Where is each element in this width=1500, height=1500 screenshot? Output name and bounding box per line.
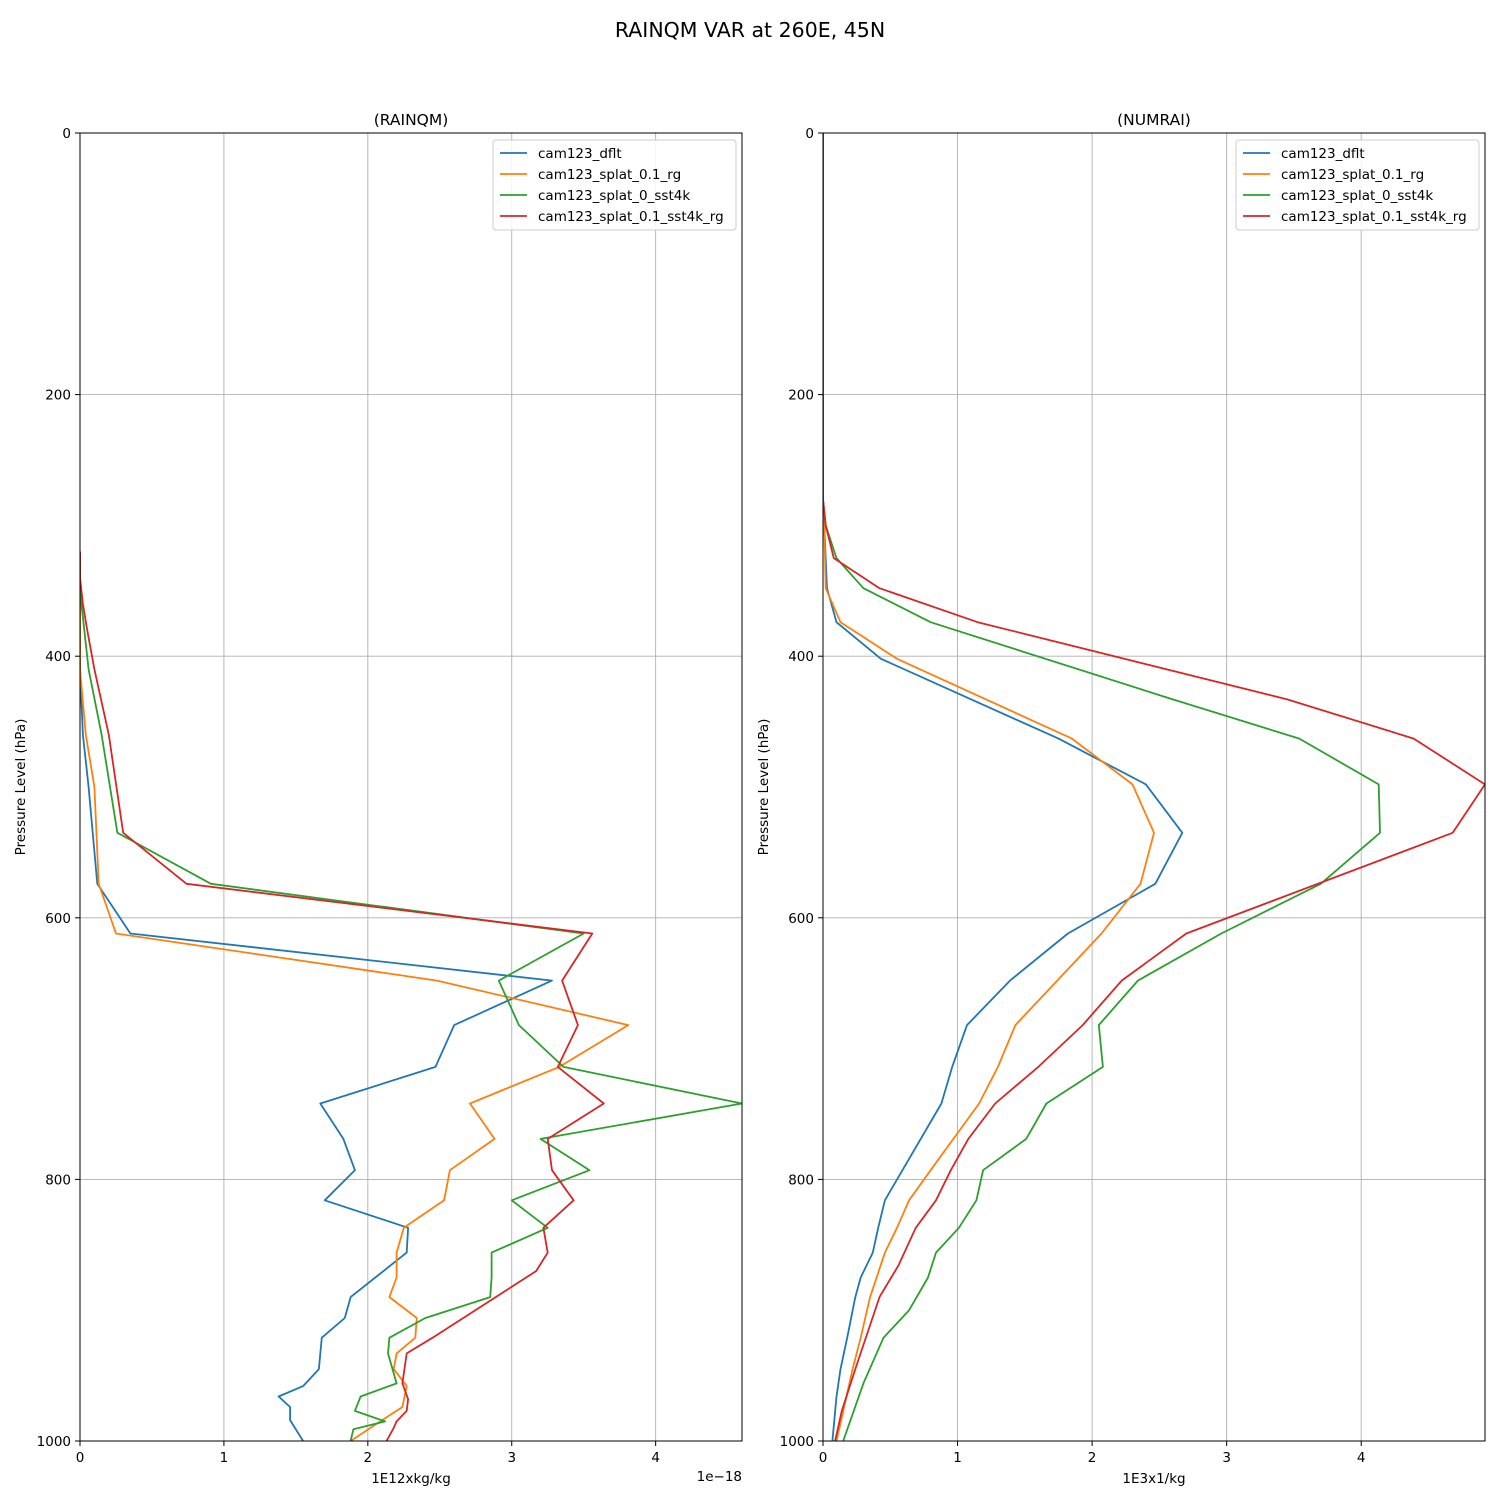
legend-box [1235,139,1480,231]
legend-label: cam123_splat_0.1_sst4k_rg [538,209,724,225]
x-tick-label: 1 [953,1450,962,1466]
series-line-cam123_dflt [80,551,553,1441]
legend-label: cam123_dflt [1281,146,1365,162]
legend-label: cam123_dflt [538,146,622,162]
x-tick-label: 2 [364,1450,373,1466]
x-tick-label: 0 [819,1450,828,1466]
series-line-cam123_splat_0.1_rg [80,551,630,1441]
legend-label: cam123_splat_0_sst4k [1281,188,1433,204]
legend: cam123_dflt cam123_splat_0.1_rg cam123_spl… [1235,139,1480,231]
y-tick-label: 1000 [780,1434,814,1450]
x-offset-label: 1e−18 [697,1469,742,1485]
y-tick-label: 0 [805,126,814,142]
x-tick-label: 3 [507,1450,516,1466]
series-line-cam123_splat_0_sst4k [823,133,1381,1441]
legend-box [492,139,737,231]
x-tick-label: 0 [76,1450,85,1466]
panel-title: (NUMRAI) [1117,111,1191,129]
series-line-cam123_splat_0.1_sst4k_rg [80,551,605,1441]
x-tick-label: 3 [1222,1450,1231,1466]
y-tick-label: 400 [788,649,814,665]
y-tick-label: 0 [62,126,71,142]
y-tick-label: 400 [45,649,71,665]
x-axis-label: 1E12xkg/kg [371,1471,451,1487]
x-axis-label: 1E3x1/kg [1122,1471,1185,1487]
panel-2: 0 1 2 3 4 0 200 400 600 800 1000 (NUMRAI) 1E3x1/kg Pr… [756,111,1486,1487]
x-tick-label: 4 [651,1450,660,1466]
panel-1: 0 1 2 3 4 0 200 400 600 800 1000 (RAINQM) 1E12xkg/kg… [13,111,743,1487]
y-axis-label: Pressure Level (hPa) [13,719,29,856]
legend-label: cam123_splat_0.1_sst4k_rg [1281,209,1467,225]
panel-title: (RAINQM) [374,111,449,129]
y-tick-label: 1000 [37,1434,71,1450]
series-line-cam123_splat_0.1_sst4k_rg [823,133,1485,1441]
series-line-cam123_splat_0.1_rg [823,133,1155,1441]
y-tick-label: 200 [45,388,71,404]
x-tick-label: 4 [1357,1450,1366,1466]
legend-label: cam123_splat_0.1_rg [538,167,681,183]
series-line-cam123_dflt [823,133,1184,1441]
legend: cam123_dflt cam123_splat_0.1_rg cam123_spl… [492,139,737,231]
series-line-cam123_splat_0_sst4k [80,551,742,1441]
y-tick-label: 200 [788,388,814,404]
y-axis-label: Pressure Level (hPa) [756,719,772,856]
legend-label: cam123_splat_0.1_rg [1281,167,1424,183]
x-tick-label: 1 [220,1450,229,1466]
y-tick-label: 800 [788,1172,814,1188]
legend-label: cam123_splat_0_sst4k [538,188,690,204]
plot-frame [822,132,1486,1442]
y-tick-label: 600 [788,911,814,927]
figure-title: RAINQM VAR at 260E, 45N [615,18,885,42]
y-tick-label: 600 [45,911,71,927]
x-tick-label: 2 [1088,1450,1097,1466]
y-tick-label: 800 [45,1172,71,1188]
plot-frame [79,132,743,1442]
